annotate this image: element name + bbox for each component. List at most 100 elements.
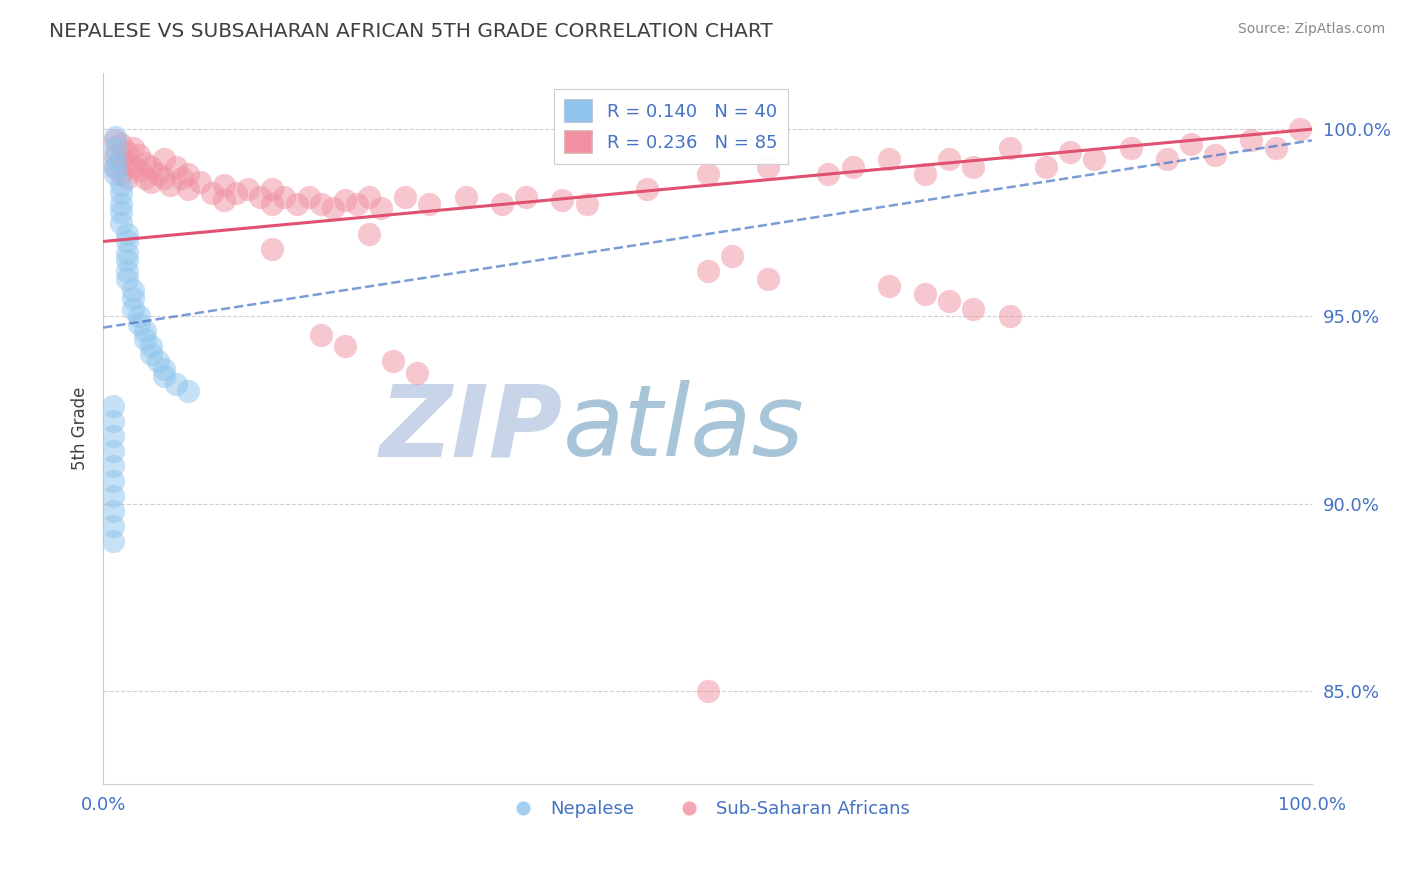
Point xyxy=(122,283,145,297)
Point xyxy=(491,197,513,211)
Point xyxy=(104,160,127,174)
Point xyxy=(122,291,145,305)
Point xyxy=(141,160,163,174)
Point xyxy=(333,194,356,208)
Point xyxy=(128,163,150,178)
Point xyxy=(110,167,132,181)
Point xyxy=(146,167,169,181)
Point xyxy=(101,504,124,518)
Point xyxy=(101,489,124,503)
Point xyxy=(165,160,187,174)
Point xyxy=(134,324,156,338)
Point xyxy=(212,178,235,193)
Text: atlas: atlas xyxy=(562,380,804,477)
Point xyxy=(146,354,169,368)
Text: Source: ZipAtlas.com: Source: ZipAtlas.com xyxy=(1237,22,1385,37)
Point xyxy=(110,137,132,152)
Point xyxy=(117,156,139,170)
Point xyxy=(128,310,150,324)
Point xyxy=(117,272,139,286)
Point xyxy=(418,197,440,211)
Point xyxy=(696,264,718,278)
Point xyxy=(170,170,193,185)
Point xyxy=(962,160,984,174)
Point xyxy=(841,160,863,174)
Point xyxy=(201,186,224,200)
Point xyxy=(152,170,174,185)
Point xyxy=(134,332,156,346)
Point xyxy=(309,328,332,343)
Point xyxy=(122,141,145,155)
Point xyxy=(101,399,124,413)
Point xyxy=(165,376,187,391)
Point xyxy=(104,148,127,162)
Point xyxy=(1059,145,1081,159)
Point xyxy=(1240,133,1263,147)
Point xyxy=(134,170,156,185)
Point xyxy=(551,194,574,208)
Point xyxy=(117,235,139,249)
Point xyxy=(696,167,718,181)
Point xyxy=(177,384,200,399)
Point xyxy=(636,182,658,196)
Point xyxy=(104,160,127,174)
Point xyxy=(998,310,1021,324)
Point xyxy=(101,429,124,443)
Y-axis label: 5th Grade: 5th Grade xyxy=(72,387,89,470)
Point xyxy=(128,148,150,162)
Point xyxy=(117,227,139,241)
Point xyxy=(141,347,163,361)
Point xyxy=(188,175,211,189)
Point xyxy=(877,279,900,293)
Point xyxy=(122,301,145,316)
Legend: Nepalese, Sub-Saharan Africans: Nepalese, Sub-Saharan Africans xyxy=(498,793,917,825)
Point xyxy=(104,141,127,155)
Point xyxy=(394,189,416,203)
Point xyxy=(117,145,139,159)
Point xyxy=(101,534,124,549)
Point xyxy=(454,189,477,203)
Point xyxy=(309,197,332,211)
Point xyxy=(938,152,960,166)
Point xyxy=(1288,122,1310,136)
Point xyxy=(998,141,1021,155)
Point xyxy=(962,301,984,316)
Point xyxy=(104,167,127,181)
Point xyxy=(938,294,960,309)
Point xyxy=(1119,141,1142,155)
Point xyxy=(152,152,174,166)
Point xyxy=(159,178,181,193)
Point xyxy=(101,414,124,428)
Point xyxy=(1083,152,1105,166)
Point xyxy=(110,186,132,200)
Point xyxy=(101,519,124,533)
Point xyxy=(262,242,284,256)
Point xyxy=(152,369,174,384)
Point xyxy=(357,189,380,203)
Point xyxy=(117,245,139,260)
Point xyxy=(117,170,139,185)
Point xyxy=(122,160,145,174)
Point xyxy=(141,175,163,189)
Point xyxy=(110,178,132,193)
Point xyxy=(141,339,163,353)
Point xyxy=(370,201,392,215)
Point xyxy=(110,152,132,166)
Text: NEPALESE VS SUBSAHARAN AFRICAN 5TH GRADE CORRELATION CHART: NEPALESE VS SUBSAHARAN AFRICAN 5TH GRADE… xyxy=(49,22,773,41)
Point xyxy=(322,201,344,215)
Point xyxy=(152,361,174,376)
Point xyxy=(117,253,139,268)
Point xyxy=(101,459,124,474)
Point xyxy=(262,182,284,196)
Point xyxy=(104,152,127,166)
Point xyxy=(273,189,295,203)
Point xyxy=(212,194,235,208)
Point xyxy=(101,444,124,458)
Point xyxy=(1204,148,1226,162)
Point xyxy=(382,354,405,368)
Point xyxy=(177,182,200,196)
Point xyxy=(1264,141,1286,155)
Point xyxy=(406,366,429,380)
Point xyxy=(357,227,380,241)
Point xyxy=(817,167,839,181)
